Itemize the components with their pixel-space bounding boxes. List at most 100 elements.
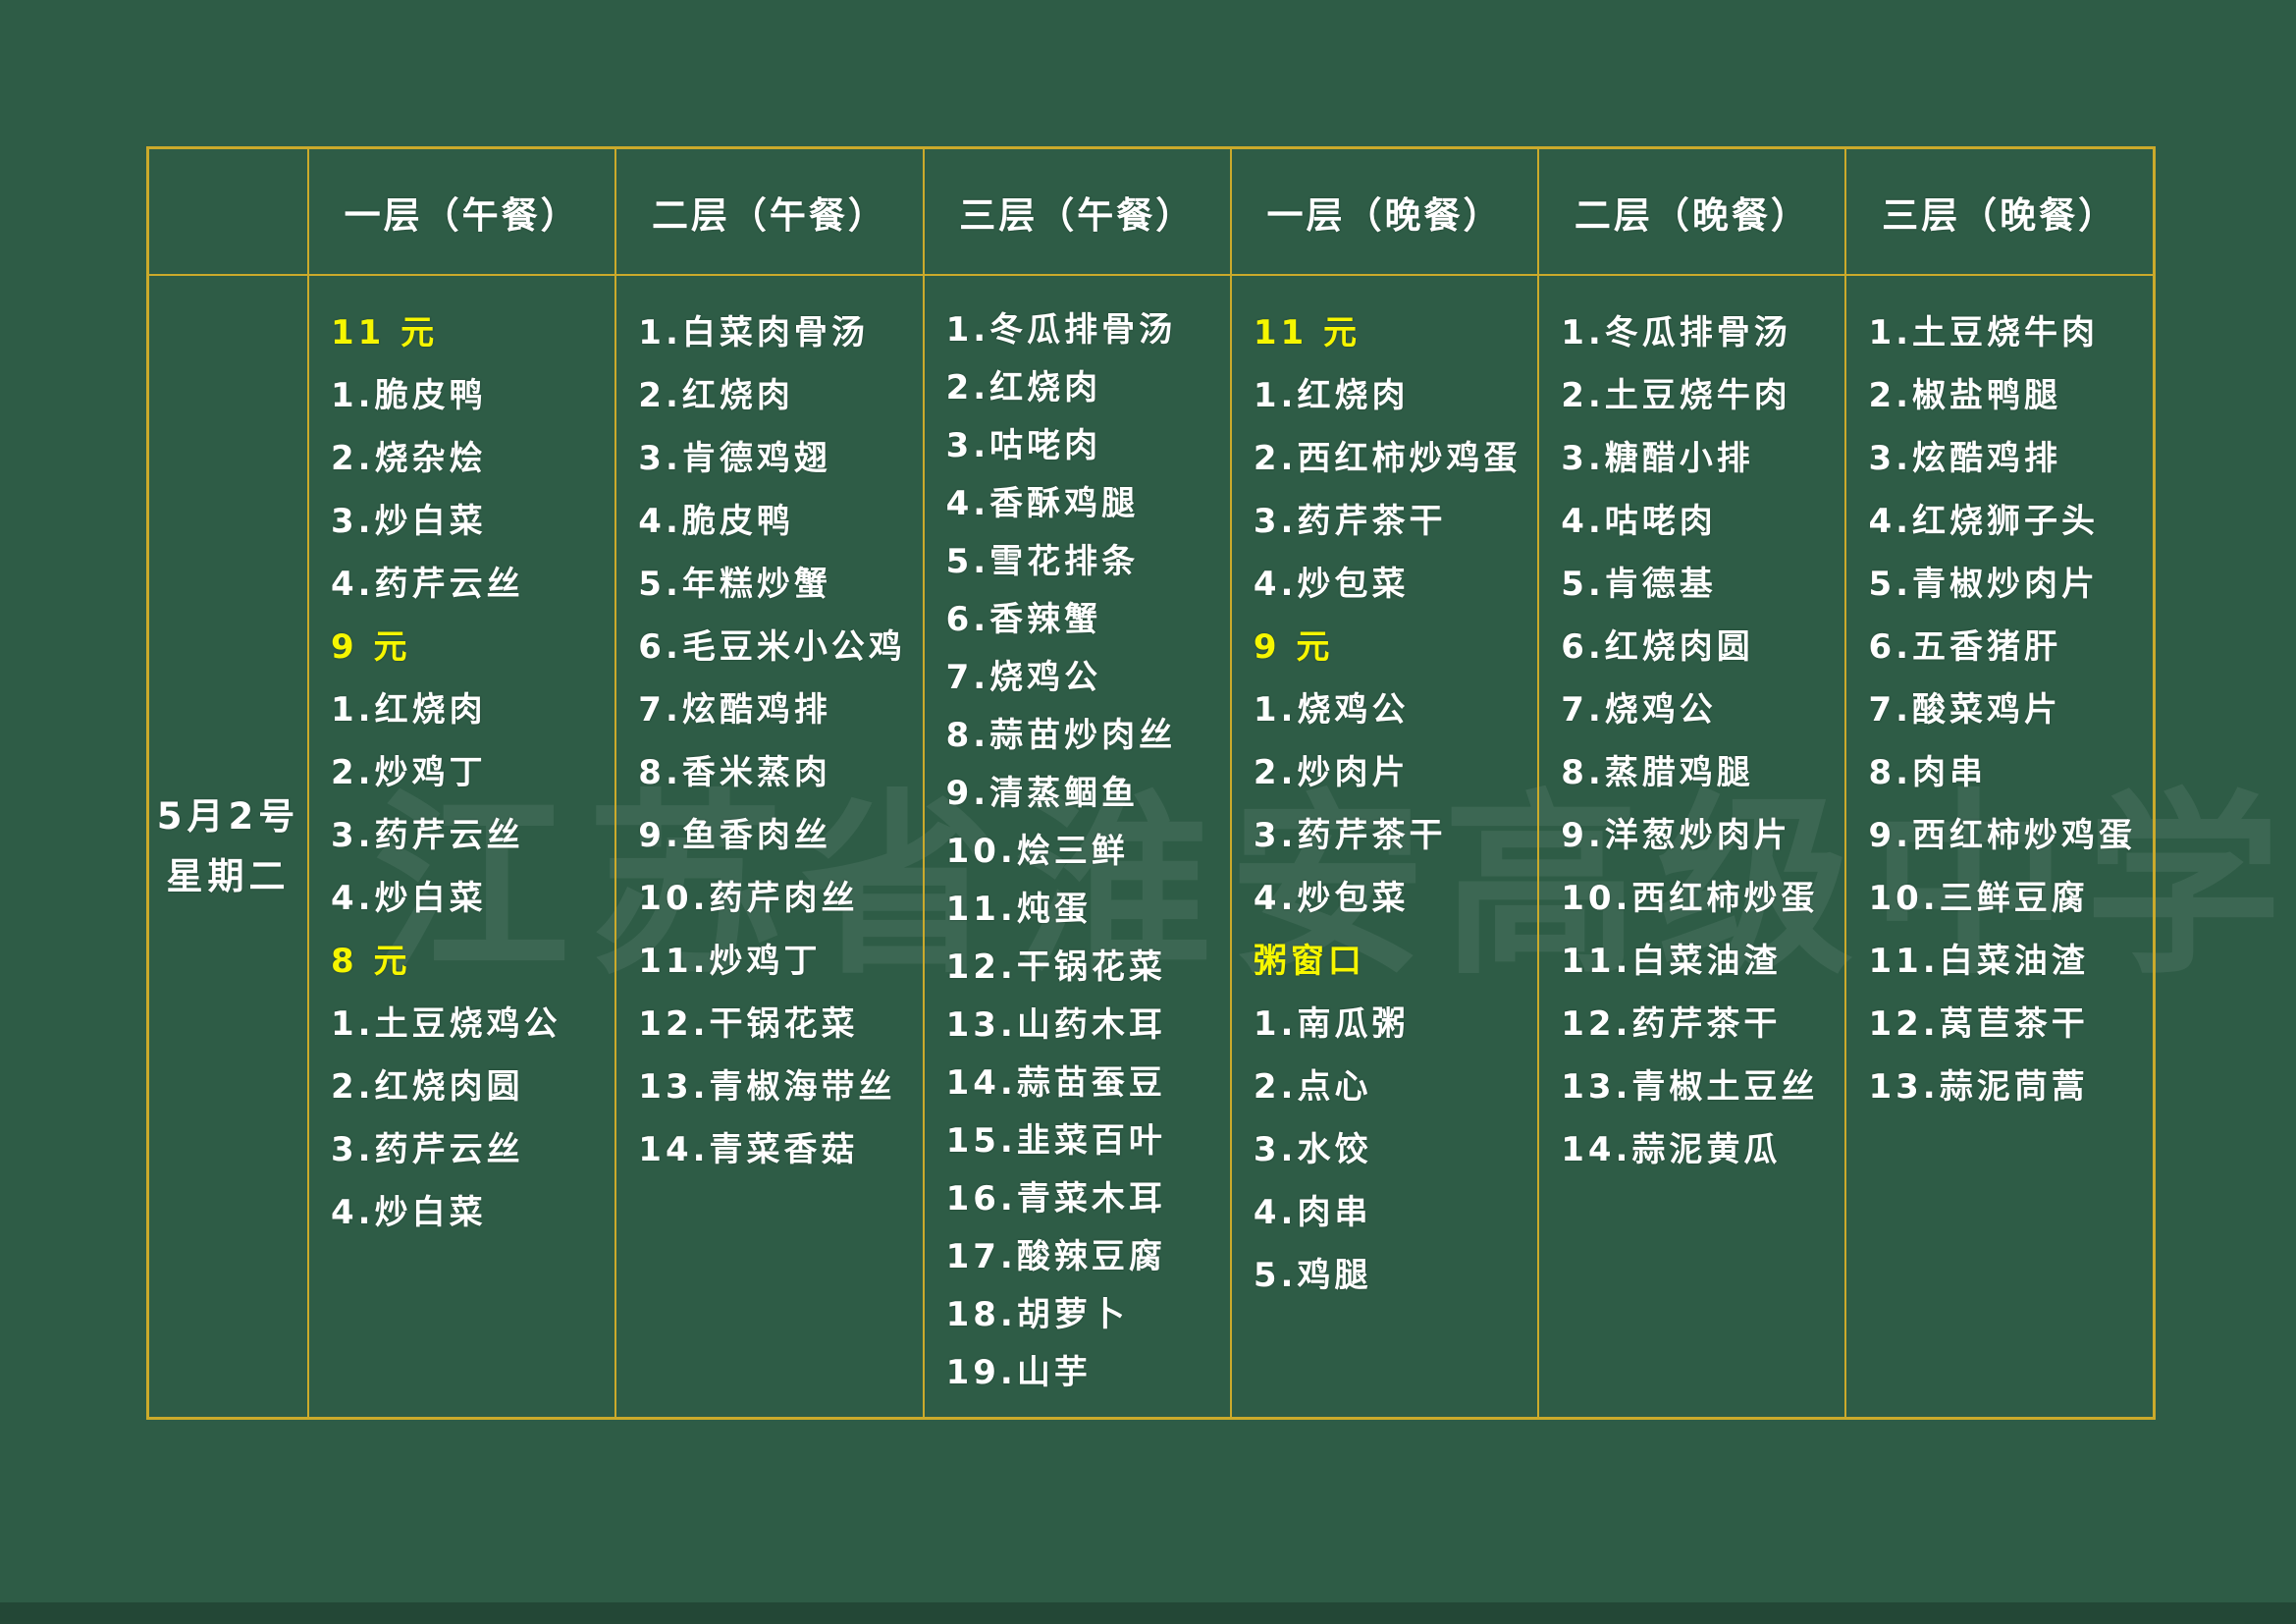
price-label: 9 元: [1253, 627, 1334, 667]
menu-item: 1.脆皮鸭: [331, 376, 487, 415]
menu-item: 10.药芹肉丝: [638, 879, 859, 918]
menu-item: 4.香酥鸡腿: [945, 484, 1140, 523]
menu-item: 1.冬瓜排骨汤: [1561, 313, 1791, 352]
menu-item: 10.西红柿炒蛋: [1561, 879, 1819, 918]
menu-item: 4.肉串: [1253, 1193, 1372, 1232]
menu-item: 2.西红柿炒鸡蛋: [1253, 439, 1522, 478]
menu-item: 12.药芹茶干: [1561, 1004, 1782, 1044]
menu-item: 6.毛豆米小公鸡: [638, 627, 906, 667]
menu-item: 1.白菜肉骨汤: [638, 313, 869, 352]
menu-item: 4.药芹云丝: [331, 565, 524, 604]
price-label: 8 元: [331, 942, 411, 981]
menu-item: 11.炒鸡丁: [638, 942, 822, 981]
menu-item: 13.青椒土豆丝: [1561, 1067, 1819, 1107]
header-floor3-dinner: 三层（晚餐）: [1844, 149, 2152, 274]
menu-item: 5.年糕炒蟹: [638, 565, 831, 604]
menu-item: 14.蒜泥黄瓜: [1561, 1130, 1782, 1169]
menu-item: 2.红烧肉: [638, 376, 794, 415]
menu-item: 3.水饺: [1253, 1130, 1372, 1169]
menu-item: 1.红烧肉: [1253, 376, 1410, 415]
menu-item: 2.炒鸡丁: [331, 753, 487, 792]
menu-item: 3.糖醋小排: [1561, 439, 1754, 478]
header-floor1-dinner: 一层（晚餐）: [1229, 149, 1537, 274]
menu-item: 8.肉串: [1868, 753, 1988, 792]
menu-item: 18.胡萝卜: [945, 1295, 1129, 1334]
menu-item: 4.红烧狮子头: [1868, 502, 2100, 541]
menu-item: 12.莴苣茶干: [1868, 1004, 2089, 1044]
menu-item: 14.蒜苗蚕豆: [945, 1063, 1166, 1103]
menu-table: 一层（午餐） 二层（午餐） 三层（午餐） 一层（晚餐） 二层（晚餐） 三层（晚餐…: [146, 146, 2156, 1420]
menu-item: 2.土豆烧牛肉: [1561, 376, 1791, 415]
menu-item: 13.蒜泥茼蒿: [1868, 1067, 2089, 1107]
menu-item: 9.西红柿炒鸡蛋: [1868, 816, 2137, 855]
menu-item: 12.干锅花菜: [945, 947, 1166, 987]
cell-floor1-dinner: 11 元 1.红烧肉 2.西红柿炒鸡蛋 3.药芹茶干 4.炒包菜 9 元 1.烧鸡公 2.炒肉…: [1229, 274, 1538, 1417]
cell-floor3-lunch: 1.冬瓜排骨汤 2.红烧肉 3.咕咾肉 4.香酥鸡腿 5.雪花排条 6.香辣蟹 7.烧鸡公 8…: [922, 274, 1230, 1417]
menu-item: 2.炒肉片: [1253, 753, 1410, 792]
menu-item: 2.烧杂烩: [331, 439, 487, 478]
menu-item: 8.蒜苗炒肉丝: [945, 716, 1177, 755]
menu-item: 3.肯德鸡翅: [638, 439, 831, 478]
cell-floor2-lunch: 1.白菜肉骨汤 2.红烧肉 3.肯德鸡翅 4.脆皮鸭 5.年糕炒蟹 6.毛豆米小公鸡 7.炫…: [614, 274, 923, 1417]
menu-item: 10.烩三鲜: [945, 832, 1129, 871]
header-floor2-dinner: 二层（晚餐）: [1537, 149, 1844, 274]
menu-item: 4.咕咾肉: [1561, 502, 1717, 541]
price-label: 粥窗口: [1253, 942, 1365, 981]
menu-item: 11.白菜油渣: [1561, 942, 1782, 981]
menu-item: 5.雪花排条: [945, 542, 1140, 581]
school-watermark: 江苏省淮安高级中学: [373, 773, 2296, 1001]
menu-item: 13.青椒海带丝: [638, 1067, 896, 1107]
menu-item: 1.南瓜粥: [1253, 1004, 1410, 1044]
menu-item: 1.土豆烧牛肉: [1868, 313, 2100, 352]
menu-item: 4.脆皮鸭: [638, 502, 794, 541]
menu-item: 11.炖蛋: [945, 890, 1092, 929]
menu-item: 9.鱼香肉丝: [638, 816, 831, 855]
menu-item: 4.炒白菜: [331, 1193, 487, 1232]
menu-item: 11.白菜油渣: [1868, 942, 2089, 981]
date-text: 5月2号: [156, 794, 300, 838]
menu-item: 7.烧鸡公: [1561, 690, 1717, 730]
menu-item: 2.点心: [1253, 1067, 1372, 1107]
cell-floor3-dinner: 1.土豆烧牛肉 2.椒盐鸭腿 3.炫酷鸡排 4.红烧狮子头 5.青椒炒肉片 6.五香猪肝 7…: [1844, 274, 2153, 1417]
menu-item: 13.山药木耳: [945, 1005, 1166, 1045]
cell-floor2-dinner: 1.冬瓜排骨汤 2.土豆烧牛肉 3.糖醋小排 4.咕咾肉 5.肯德基 6.红烧肉圆 7.烧鸡…: [1537, 274, 1845, 1417]
bottom-edge-shadow: [0, 1602, 2296, 1624]
cell-floor1-lunch: 11 元 1.脆皮鸭 2.烧杂烩 3.炒白菜 4.药芹云丝 9 元 1.红烧肉 2.炒鸡丁 3.…: [307, 274, 615, 1417]
menu-item: 19.山芋: [945, 1353, 1092, 1392]
menu-item: 5.青椒炒肉片: [1868, 565, 2100, 604]
menu-item: 4.炒包菜: [1253, 879, 1410, 918]
menu-item: 3.炒白菜: [331, 502, 487, 541]
menu-item: 16.青菜木耳: [945, 1179, 1166, 1218]
header-floor2-lunch: 二层（午餐）: [614, 149, 922, 274]
menu-item: 7.炫酷鸡排: [638, 690, 831, 730]
weekday-text: 星期二: [166, 855, 291, 897]
menu-item: 3.药芹云丝: [331, 816, 524, 855]
menu-item: 2.红烧肉: [945, 368, 1102, 407]
menu-item: 15.韭菜百叶: [945, 1121, 1166, 1161]
menu-item: 8.香米蒸肉: [638, 753, 831, 792]
menu-item: 4.炒包菜: [1253, 565, 1410, 604]
corner-cell: [149, 149, 307, 274]
menu-item: 6.红烧肉圆: [1561, 627, 1754, 667]
menu-item: 9.洋葱炒肉片: [1561, 816, 1791, 855]
menu-item: 5.肯德基: [1561, 565, 1717, 604]
menu-item: 1.土豆烧鸡公: [331, 1004, 561, 1044]
menu-item: 6.香辣蟹: [945, 600, 1102, 639]
menu-item: 9.清蒸鲴鱼: [945, 774, 1140, 813]
menu-item: 6.五香猪肝: [1868, 627, 2062, 667]
header-floor3-lunch: 三层（午餐）: [922, 149, 1230, 274]
menu-item: 4.炒白菜: [331, 879, 487, 918]
menu-item: 3.药芹云丝: [331, 1130, 524, 1169]
price-label: 11 元: [331, 313, 439, 352]
header-floor1-lunch: 一层（午餐）: [307, 149, 614, 274]
menu-item: 5.鸡腿: [1253, 1256, 1372, 1295]
price-label: 11 元: [1253, 313, 1362, 352]
menu-item: 2.椒盐鸭腿: [1868, 376, 2062, 415]
price-label: 9 元: [331, 627, 411, 667]
menu-item: 2.红烧肉圆: [331, 1067, 524, 1107]
menu-item: 1.红烧肉: [331, 690, 487, 730]
date-cell: 5月2号 星期二: [149, 274, 307, 1417]
menu-item: 10.三鲜豆腐: [1868, 879, 2089, 918]
menu-item: 1.冬瓜排骨汤: [945, 310, 1177, 350]
